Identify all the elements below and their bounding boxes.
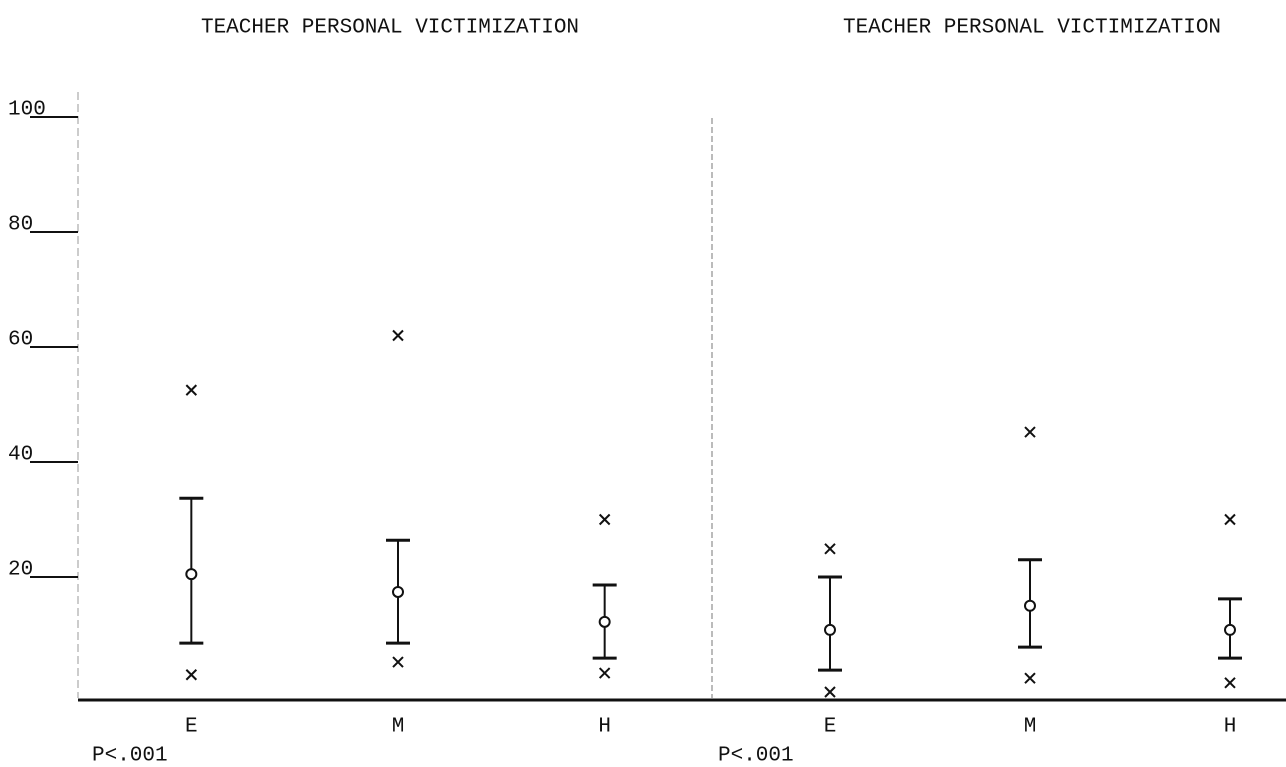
max-marker bbox=[1024, 426, 1036, 438]
y-tick-label: 100 bbox=[8, 99, 46, 122]
annotation: P<.001 bbox=[92, 745, 168, 767]
chart-title: TEACHER PERSONAL VICTIMIZATION bbox=[843, 17, 1221, 40]
x-tick-label: E bbox=[824, 716, 837, 739]
y-tick-label: 80 bbox=[8, 214, 33, 237]
max-marker bbox=[185, 384, 198, 396]
min-marker bbox=[1224, 677, 1236, 689]
y-tick-label: 40 bbox=[8, 444, 33, 467]
min-marker bbox=[824, 686, 836, 698]
min-marker bbox=[185, 669, 198, 681]
y-tick-label: 20 bbox=[8, 559, 33, 582]
y-tick-label: 60 bbox=[8, 329, 33, 352]
min-marker bbox=[598, 667, 611, 679]
mean-marker bbox=[392, 585, 404, 598]
annotation: P<.001 bbox=[718, 745, 794, 767]
min-marker bbox=[1024, 672, 1036, 684]
x-tick-label: H bbox=[598, 716, 611, 739]
mean-marker bbox=[824, 623, 836, 636]
max-marker bbox=[392, 329, 404, 342]
max-marker bbox=[598, 513, 611, 526]
min-marker bbox=[392, 656, 404, 668]
mean-marker bbox=[185, 568, 198, 581]
chart-title: TEACHER PERSONAL VICTIMIZATION bbox=[201, 17, 579, 40]
mean-marker bbox=[1024, 599, 1036, 612]
max-marker bbox=[1224, 513, 1236, 526]
x-tick-label: E bbox=[185, 716, 198, 739]
mean-marker bbox=[1224, 623, 1236, 636]
x-tick-label: M bbox=[392, 716, 405, 739]
max-marker bbox=[824, 543, 836, 555]
x-tick-label: H bbox=[1224, 716, 1237, 739]
x-tick-label: M bbox=[1024, 716, 1037, 739]
mean-marker bbox=[598, 615, 611, 628]
